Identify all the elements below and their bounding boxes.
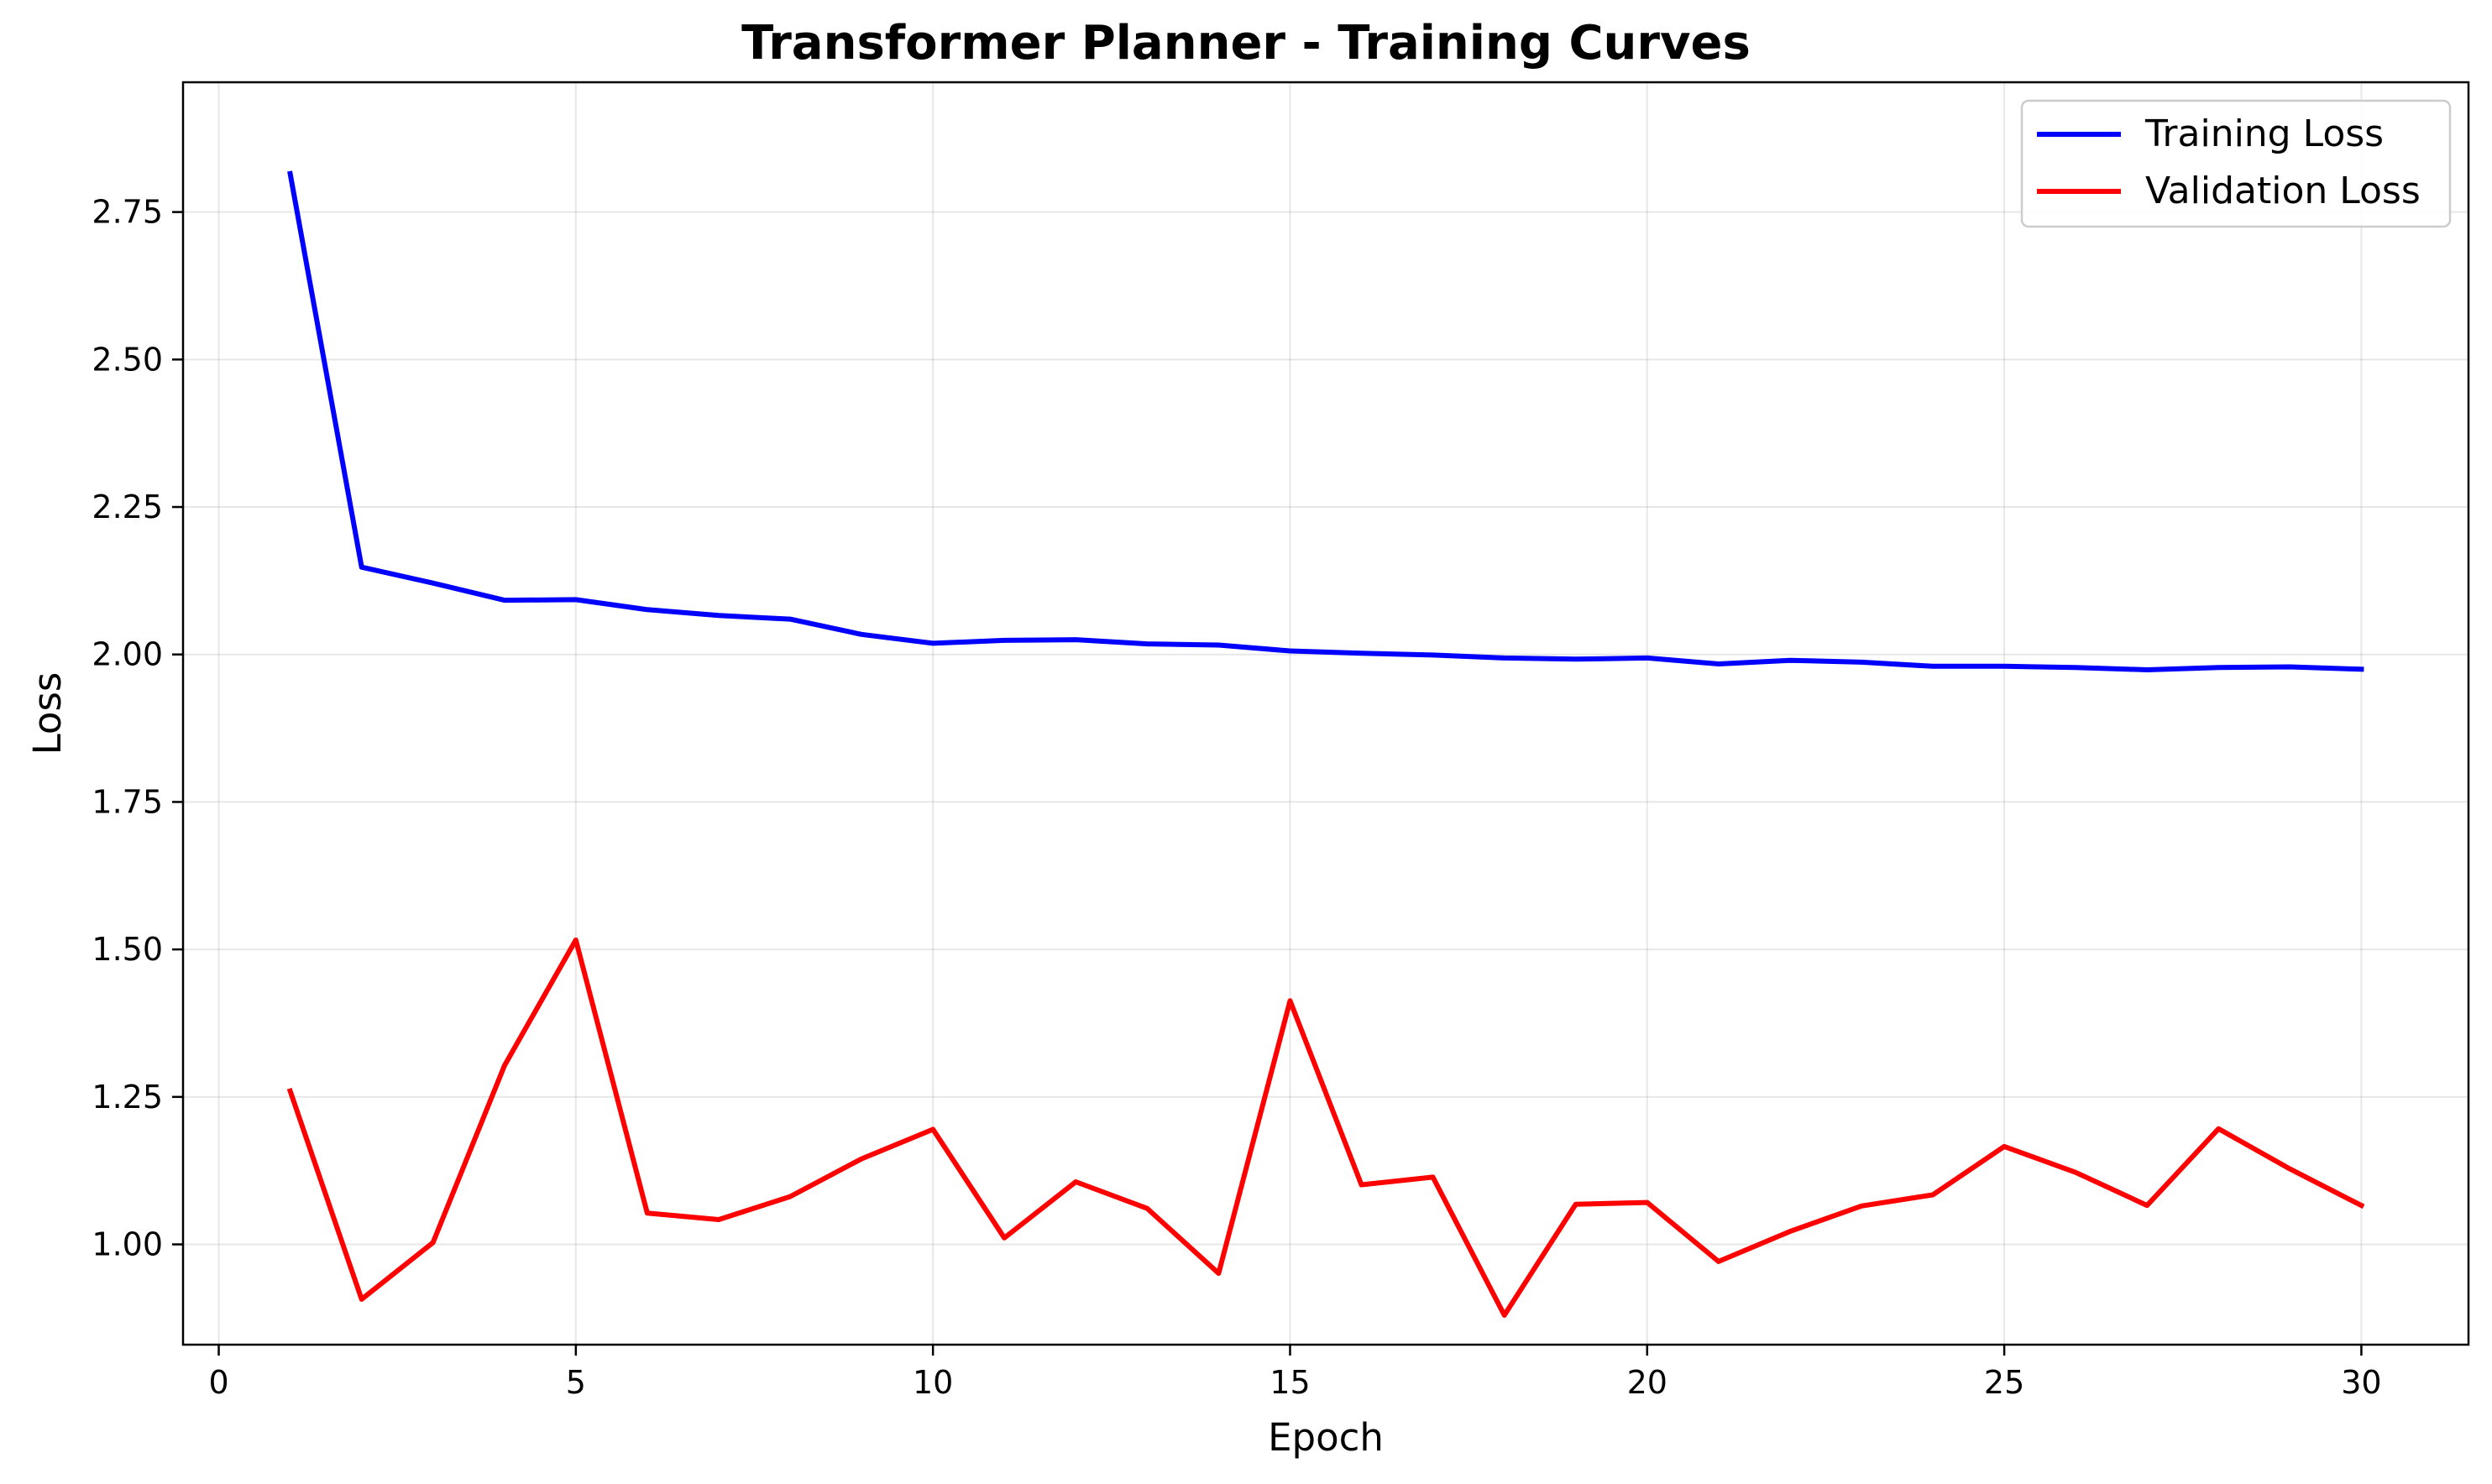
x-tick-label: 10 [913,1364,953,1401]
series-line-validation-loss [286,937,2365,1318]
y-tick-label: 2.25 [92,489,163,525]
y-tick-label: 2.50 [92,341,163,378]
x-tick-label: 25 [1984,1364,2024,1401]
series-layer [286,170,2365,1318]
grid [183,82,2468,1345]
x-tick-label: 20 [1627,1364,1667,1401]
x-tick-label: 30 [2341,1364,2381,1401]
y-tick-label: 1.00 [92,1226,163,1263]
y-tick-label: 2.00 [92,636,163,673]
y-axis: 1.00 1.25 1.50 1.75 2.00 2.25 2.50 2.75 [92,194,183,1263]
chart-title: Transformer Planner - Training Curves [741,16,1751,71]
legend-box [2020,99,2452,228]
series-line-training-loss [287,170,2364,672]
x-axis-label: Epoch [1268,1415,1384,1460]
x-axis: 0 5 10 15 20 25 30 [208,1345,2382,1401]
y-tick-label: 1.50 [92,931,163,968]
y-tick-label: 2.75 [92,194,163,231]
y-axis-label: Loss [25,672,70,755]
plot-frame [181,81,2470,1346]
x-tick-label: 15 [1270,1364,1310,1401]
legend-label-validation-loss: Validation Loss [2145,170,2421,212]
x-tick-label: 5 [566,1364,586,1401]
y-tick-label: 1.25 [92,1079,163,1116]
y-tick-label: 1.75 [92,783,163,820]
x-tick-label: 0 [208,1364,228,1401]
legend-label-training-loss: Training Loss [2144,112,2384,155]
legend: Training Loss Validation Loss [2020,99,2452,228]
